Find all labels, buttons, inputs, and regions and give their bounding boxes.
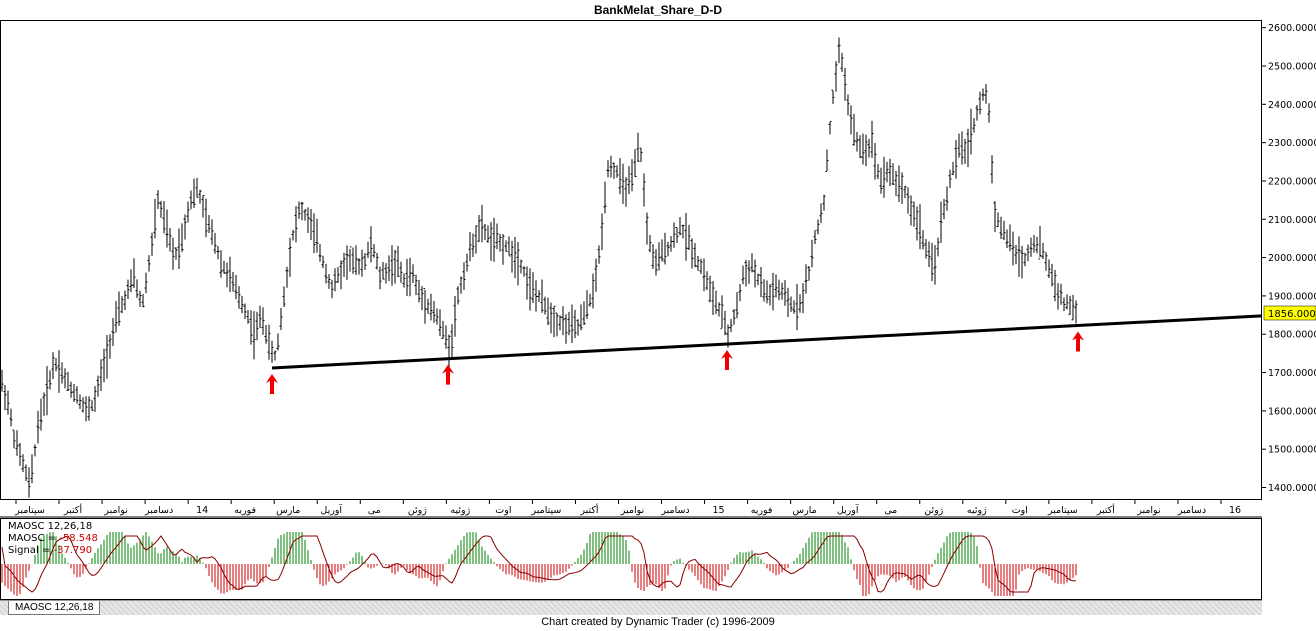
y-axis: 1400.0000 1500.0000 1600.0000 1700.0000 1800… — [1262, 23, 1316, 494]
x-tick-label: مى — [884, 505, 897, 516]
x-tick-label: مى — [368, 505, 381, 516]
x-tick-label: دسامبر — [144, 505, 173, 516]
signal-readout: Signal = -37.790 — [8, 545, 92, 556]
x-tick-label: اوت — [495, 505, 511, 516]
y-tick-label: 1600.0000 — [1268, 406, 1316, 417]
footer-credit: Chart created by Dynamic Trader (c) 1996… — [541, 616, 775, 628]
y-tick-label: 1700.0000 — [1268, 368, 1316, 379]
last-price-box — [1263, 305, 1316, 321]
x-tick-label: سپتامبر — [14, 505, 45, 516]
y-tick-label: 2400.0000 — [1268, 100, 1316, 111]
x-tick-label: نوامبر — [103, 505, 127, 516]
x-tick-label: فوريه — [751, 505, 773, 516]
signal-line — [1, 535, 1077, 593]
chart-title: BankMelat_Share_D-D — [593, 3, 723, 17]
maosc-value: -58.548 — [59, 533, 98, 544]
y-tick-label: 2100.0000 — [1268, 215, 1316, 226]
tab-maosc[interactable]: MAOSC 12,26,18 — [8, 601, 101, 615]
x-tick-label: سپتامبر — [1047, 505, 1078, 516]
price-panel — [0, 20, 1262, 500]
support-arrow — [442, 364, 454, 385]
x-tick-label: نوامبر — [620, 505, 644, 516]
indicator-header: MAOSC 12,26,18 — [8, 521, 92, 532]
x-tick-label: أكتبر — [579, 503, 598, 516]
x-tick-label: سپتامبر — [531, 505, 562, 516]
y-tick-label: 2600.0000 — [1268, 23, 1316, 34]
y-tick-label: 2500.0000 — [1268, 61, 1316, 72]
support-trendline — [271, 314, 1263, 370]
price-bars — [0, 37, 1078, 498]
x-tick-label: آوريل — [320, 503, 342, 516]
support-arrow — [1072, 331, 1084, 352]
x-tick-label: نوامبر — [1136, 505, 1160, 516]
signal-value: -37.790 — [53, 545, 92, 556]
x-tick-label: فوريه — [234, 505, 256, 516]
x-axis: سپتامبر أكتبر نوامبر دسامبر 14 فوريه مارس آوريل… — [14, 499, 1241, 516]
y-tick-label: 2000.0000 — [1268, 253, 1316, 264]
last-price-marker: 1856.0000 — [1263, 305, 1316, 321]
y-tick-label: 1900.0000 — [1268, 291, 1316, 302]
y-tick-label: 1500.0000 — [1268, 445, 1316, 456]
maosc-readout: MAOSC = -58.548 — [8, 533, 98, 544]
x-tick-label: آوريل — [837, 503, 859, 516]
x-tick-label: 16 — [1229, 505, 1241, 516]
x-tick-label: ژوئن — [924, 505, 943, 516]
last-price-label: 1856.0000 — [1268, 309, 1316, 320]
support-arrows — [266, 331, 1084, 394]
x-tick-label: دسامبر — [660, 505, 689, 516]
y-tick-label: 2300.0000 — [1268, 138, 1316, 149]
support-arrow — [266, 373, 278, 394]
x-tick-label: 15 — [713, 505, 725, 516]
x-tick-label: أكتبر — [1096, 503, 1115, 516]
x-tick-label: 14 — [196, 505, 208, 516]
chart-svg[interactable]: 1400.0000 1500.0000 1600.0000 1700.0000 1800… — [0, 0, 1316, 600]
x-tick-label: ژوئن — [408, 505, 427, 516]
y-tick-label: 1400.0000 — [1268, 483, 1316, 494]
x-tick-label: مارس — [793, 505, 817, 516]
x-tick-label: أكتبر — [63, 503, 82, 516]
x-tick-label: ژوئيه — [967, 505, 987, 516]
indicator-tab-bar: MAOSC 12,26,18 — [0, 600, 1262, 615]
y-tick-label: 2200.0000 — [1268, 176, 1316, 187]
x-tick-label: اوت — [1012, 505, 1028, 516]
x-tick-label: دسامبر — [1177, 505, 1206, 516]
support-arrow — [721, 349, 733, 370]
x-tick-label: مارس — [276, 505, 300, 516]
y-tick-label: 1800.0000 — [1268, 330, 1316, 341]
indicator-panel — [0, 518, 1262, 600]
x-tick-label: ژوئيه — [450, 505, 470, 516]
